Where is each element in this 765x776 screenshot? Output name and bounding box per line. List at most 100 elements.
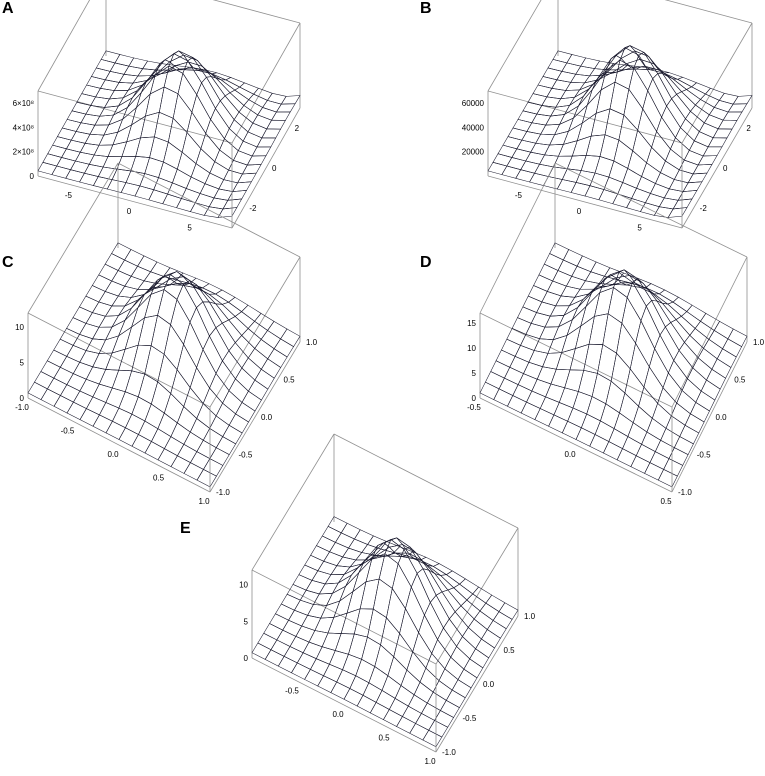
surface-patch xyxy=(292,574,313,591)
surface-patch xyxy=(192,57,212,78)
y-tick-label: 0.0 xyxy=(483,680,495,689)
surface-patch xyxy=(264,649,285,667)
surface-patch xyxy=(681,311,701,329)
surface-patch xyxy=(574,288,595,298)
surface-patch xyxy=(222,424,243,445)
surface-patch xyxy=(528,350,549,368)
y-tick-label: 0.0 xyxy=(261,413,273,422)
y-tick-label: -0.5 xyxy=(239,451,253,460)
surface-patch xyxy=(164,436,185,457)
surface-patch xyxy=(304,669,324,687)
box-edge xyxy=(231,22,301,144)
surface-patch xyxy=(651,402,672,429)
surface-patch xyxy=(586,396,607,422)
surface-patch xyxy=(79,378,100,398)
surface-patch xyxy=(506,157,527,171)
surface-patch xyxy=(616,448,637,468)
surface-patch xyxy=(233,150,253,166)
surface-patch xyxy=(202,301,223,329)
surface-patch xyxy=(295,625,316,643)
box-edge xyxy=(37,175,233,229)
x-tick-label: -1.0 xyxy=(15,403,29,412)
surface-patch xyxy=(269,613,289,631)
surface-patch xyxy=(479,381,500,400)
surface-patch xyxy=(92,301,113,317)
surface-patch xyxy=(98,263,119,282)
surface-patch xyxy=(93,176,113,190)
surface-patch xyxy=(118,427,139,447)
surface-patch xyxy=(85,312,106,328)
surface-patch xyxy=(324,574,345,585)
surface-patch xyxy=(581,88,602,124)
surface-patch xyxy=(150,381,172,414)
box-edge xyxy=(487,90,683,144)
surface-patch xyxy=(280,328,301,347)
surface-patch xyxy=(525,151,545,165)
surface-patch xyxy=(421,559,441,576)
surface-patch xyxy=(367,608,387,646)
surface-patch xyxy=(511,317,532,335)
surface-patch xyxy=(668,179,689,192)
surface-patch xyxy=(542,67,563,81)
surface-patch xyxy=(667,76,688,92)
surface-patch xyxy=(556,71,577,83)
box-edge xyxy=(664,0,753,24)
x-tick-label: -5 xyxy=(65,191,73,200)
surface-patch xyxy=(256,137,277,148)
surface-patch xyxy=(655,172,675,190)
z-tick-label: 10 xyxy=(239,581,248,590)
box-edge xyxy=(333,433,519,529)
surface-patch xyxy=(141,63,161,93)
surface-patch xyxy=(663,458,684,477)
surface-patch xyxy=(527,285,548,303)
surface-patch xyxy=(209,415,230,437)
surface-patch xyxy=(407,694,428,714)
surface-patch xyxy=(291,662,311,680)
surface-patch xyxy=(190,451,211,470)
surface-patch xyxy=(603,441,623,461)
surface-patch xyxy=(626,198,646,212)
surface-patch xyxy=(617,182,637,199)
surface-patch xyxy=(427,564,448,576)
surface-patch xyxy=(79,408,100,427)
surface-patch xyxy=(98,315,119,328)
x-tick-label: 0.0 xyxy=(107,450,119,459)
surface-patch xyxy=(143,271,165,284)
surface-patch xyxy=(599,134,620,162)
panel-letter: D xyxy=(420,254,432,271)
surface-patch xyxy=(251,146,272,157)
surface-patch xyxy=(34,371,55,390)
surface-patch xyxy=(335,532,355,549)
surface-patch xyxy=(158,161,178,184)
surface-patch xyxy=(163,392,185,424)
surface-patch xyxy=(399,607,419,653)
surface-patch xyxy=(144,275,165,295)
surface-patch xyxy=(144,345,165,383)
surface-patch xyxy=(654,439,675,459)
surface-patch xyxy=(125,170,146,187)
surface-patch xyxy=(541,291,562,307)
surface-patch xyxy=(327,516,348,534)
surface-patch xyxy=(591,372,612,405)
surface-patch xyxy=(60,384,81,403)
surface-patch xyxy=(629,342,650,388)
surface-patch xyxy=(85,285,106,303)
surface-patch xyxy=(627,422,648,445)
surface-patch xyxy=(445,570,466,585)
surface-patch xyxy=(575,427,596,447)
surface-patch xyxy=(561,62,582,75)
surface-patch xyxy=(667,207,688,218)
surface-patch xyxy=(657,469,678,488)
surface-patch xyxy=(237,172,257,184)
surface-patch xyxy=(501,165,522,179)
surface-patch xyxy=(671,78,693,90)
surface-patch xyxy=(209,161,229,180)
surface-patch xyxy=(89,124,110,136)
surface-patch xyxy=(218,179,238,192)
y-tick-label: 1.0 xyxy=(306,338,318,347)
surface-patch xyxy=(498,377,519,396)
surface-patch xyxy=(673,169,694,184)
surface-patch xyxy=(361,544,382,556)
surface-patch xyxy=(162,193,182,209)
box-edge xyxy=(231,107,301,229)
